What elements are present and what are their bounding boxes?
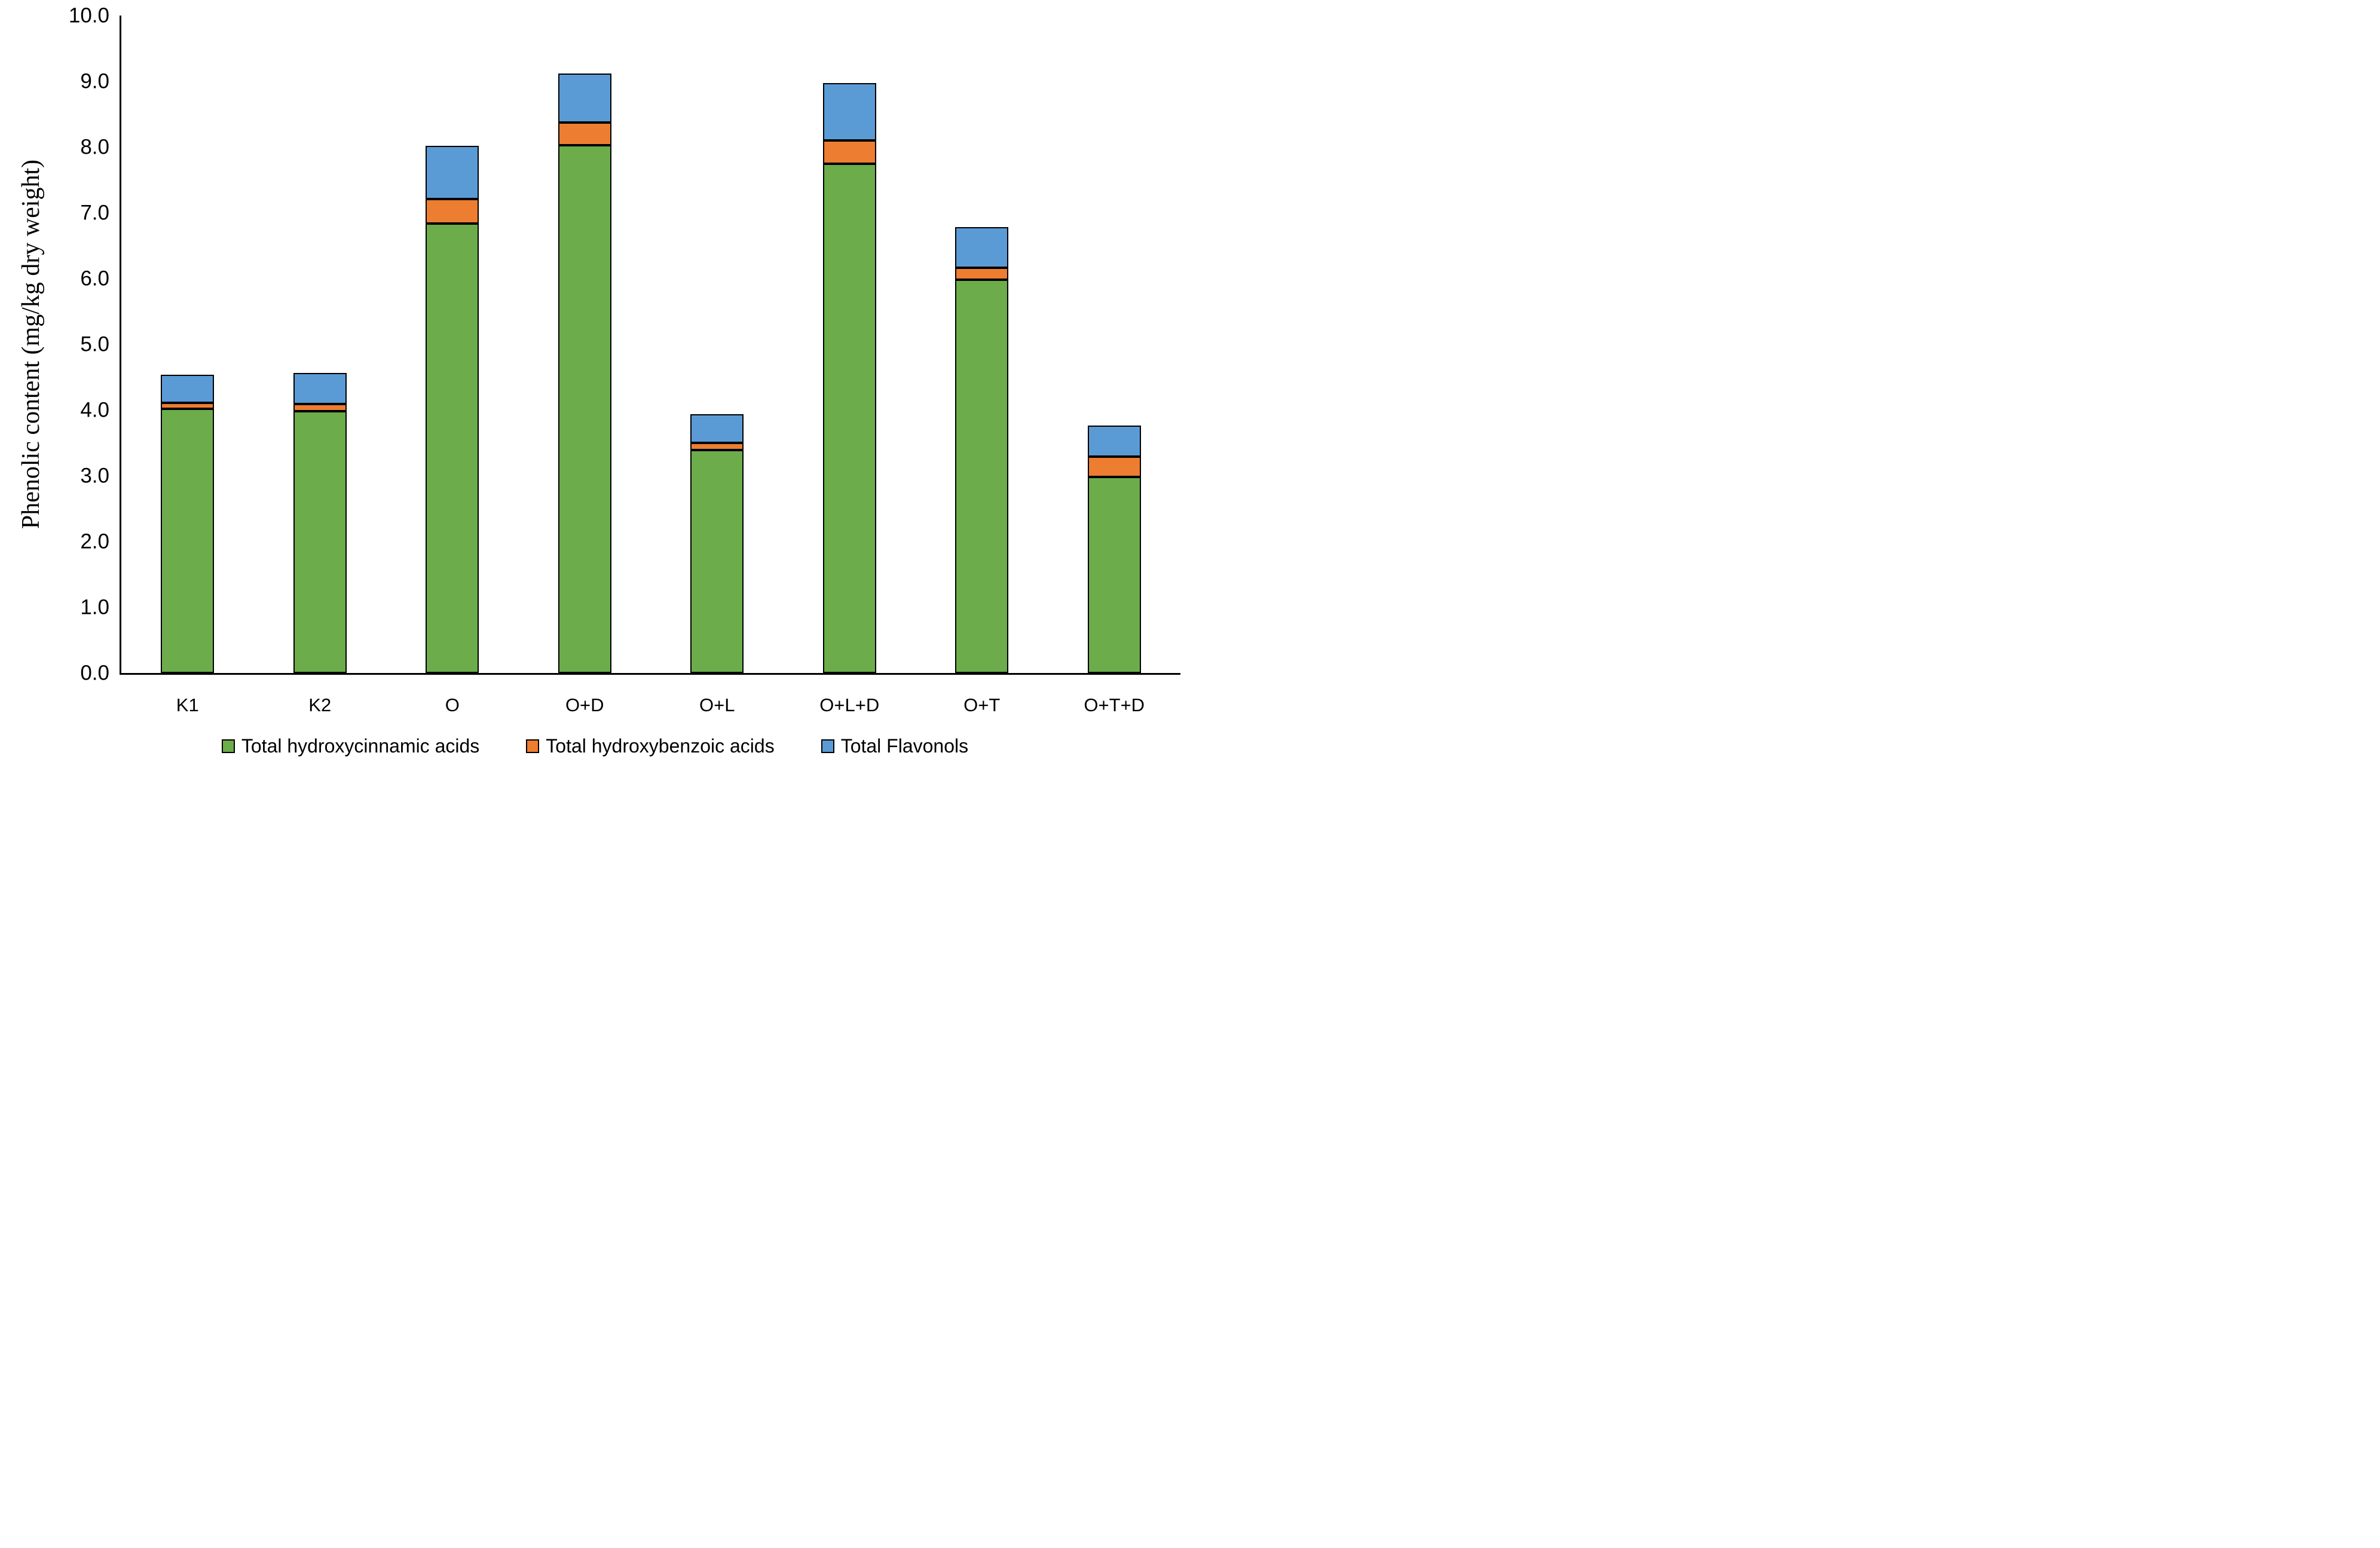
bar-segment-series2-O+L xyxy=(690,414,744,443)
bar-segment-series2-O xyxy=(426,145,479,199)
legend-item-series0: Total hydroxycinnamic acids xyxy=(221,735,480,757)
legend-item-series2: Total Flavonols xyxy=(821,736,968,755)
bar-segment-series0-O+L xyxy=(690,450,744,673)
x-tick-label-K1: K1 xyxy=(176,695,199,715)
y-tick-label: 5.0 xyxy=(80,332,109,356)
bar-segment-series1-O+L+D xyxy=(822,140,876,164)
x-tick-label-O+T: O+T xyxy=(963,695,1001,715)
bar-segment-series2-O+L+D xyxy=(822,83,876,140)
y-tick-label: 1.0 xyxy=(80,595,109,619)
legend-label: Total hydroxycinnamic acids xyxy=(241,735,480,757)
bar-segment-series0-O xyxy=(426,223,479,673)
legend-label: Total Flavonols xyxy=(840,735,969,757)
bar-segment-series1-O+L xyxy=(690,443,744,451)
y-tick-label: 3.0 xyxy=(80,464,109,488)
plot-area xyxy=(120,16,1180,675)
x-tick-label-O+L: O+L xyxy=(699,695,735,715)
legend: Total hydroxycinnamic acids Total hydroxy… xyxy=(0,736,1190,755)
bar-segment-series0-O+L+D xyxy=(822,163,876,673)
bar-segment-series1-K2 xyxy=(293,404,347,412)
bar-segment-series0-K1 xyxy=(161,408,215,673)
x-tick-label-O+D: O+D xyxy=(565,695,604,715)
bar-segment-series1-O+T xyxy=(955,268,1009,280)
legend-marker-icon xyxy=(821,739,834,753)
legend-marker-icon xyxy=(526,739,540,753)
bar-segment-series0-O+T xyxy=(955,280,1009,673)
y-tick-label: 0.0 xyxy=(80,661,109,685)
bar-segment-series2-O+D xyxy=(558,73,611,123)
legend-label: Total hydroxybenzoic acids xyxy=(546,735,775,757)
y-tick-label: 2.0 xyxy=(80,530,109,553)
bar-segment-series0-O+T+D xyxy=(1087,477,1141,673)
bar-segment-series1-O+D xyxy=(558,123,611,145)
y-tick-label: 4.0 xyxy=(80,398,109,422)
bar-segment-series0-K2 xyxy=(293,411,347,673)
legend-item-series1: Total hydroxybenzoic acids xyxy=(526,735,775,757)
x-tick-label-O+L+D: O+L+D xyxy=(819,695,880,715)
bar-segment-series1-O+T+D xyxy=(1087,457,1141,478)
bar-segment-series2-O+T xyxy=(955,227,1009,268)
y-tick-label: 10.0 xyxy=(68,4,109,27)
bar-segment-series0-O+D xyxy=(558,145,611,673)
x-tick-label-O: O xyxy=(445,695,460,715)
x-tick-label-O+T+D: O+T+D xyxy=(1084,695,1145,715)
y-tick-label: 7.0 xyxy=(80,201,109,225)
bar-segment-series1-K1 xyxy=(161,402,215,409)
bar-segment-series2-K1 xyxy=(161,374,215,403)
bar-segment-series2-O+T+D xyxy=(1087,426,1141,457)
x-tick-label-K2: K2 xyxy=(308,695,332,715)
y-tick-label: 9.0 xyxy=(80,69,109,93)
bar-segment-series2-K2 xyxy=(293,373,347,405)
legend-marker-icon xyxy=(221,739,235,753)
y-tick-label: 8.0 xyxy=(80,135,109,159)
bar-segment-series1-O xyxy=(426,198,479,224)
stacked-bar-chart-figure: Phenolic content (mg/kg dry weight) 0.0 1… xyxy=(0,0,1190,774)
y-tick-label: 6.0 xyxy=(80,267,109,290)
